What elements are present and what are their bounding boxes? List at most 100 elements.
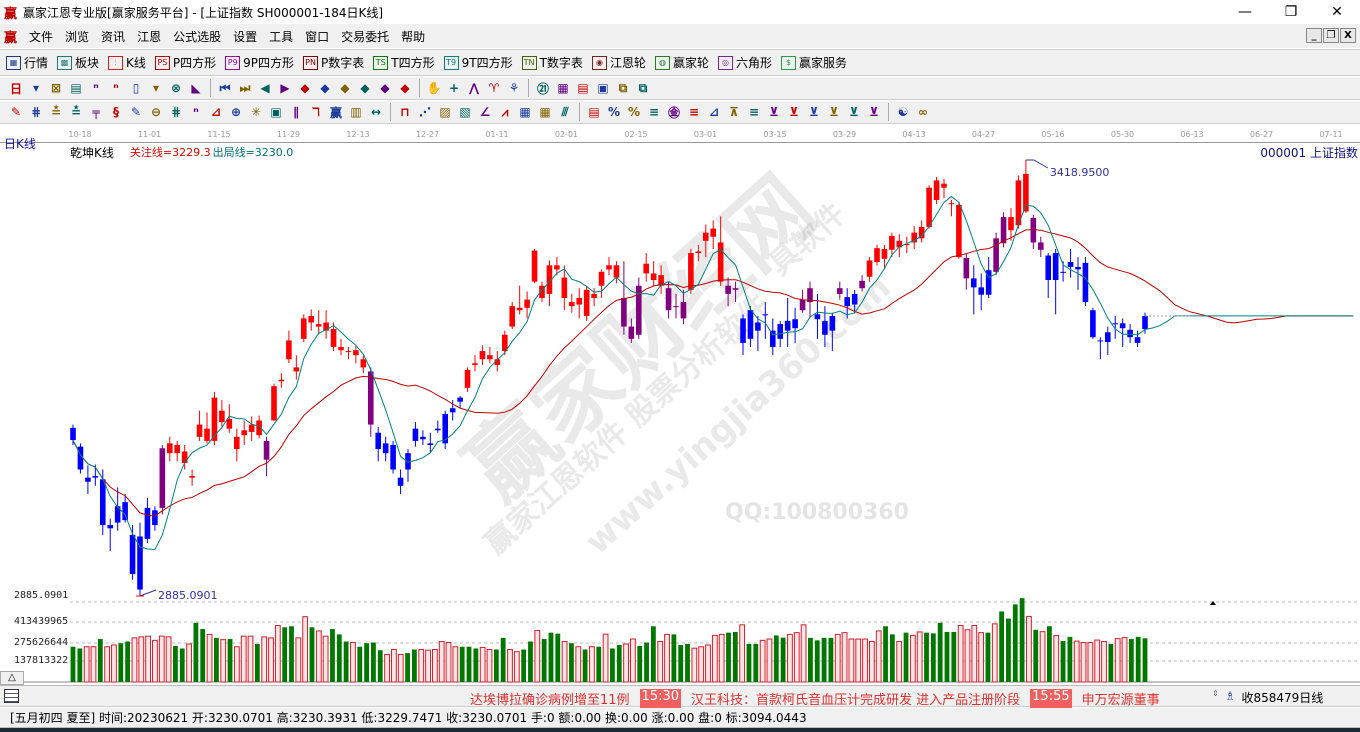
tool-icon[interactable]: ▦ (539, 105, 551, 119)
menu-item[interactable]: 浏览 (65, 29, 90, 44)
tool-icon[interactable]: ⧉ (618, 80, 628, 95)
tool-icon[interactable]: ⫻ (561, 104, 569, 119)
tool-icon[interactable]: ≡ (688, 105, 700, 119)
tool-icon[interactable]: ⊻ (789, 105, 799, 119)
tool-icon[interactable]: ✎ (130, 105, 142, 119)
tool-icon[interactable]: ⁿ (113, 81, 119, 95)
scroll-arrows-icon[interactable]: ⇕ (1212, 689, 1219, 698)
tool-icon[interactable]: ⋕ (30, 105, 42, 119)
tool-icon[interactable]: ∠ (479, 105, 491, 119)
news-item[interactable]: 汉王科技：首款柯氏音血压计完成研发 进入产品注册阶段 (691, 693, 1021, 708)
tool-icon[interactable]: ◆ (300, 81, 310, 95)
tool-icon[interactable]: ↔ (370, 105, 382, 119)
calendar-icon[interactable] (4, 689, 19, 703)
tool-icon[interactable]: ▨ (439, 105, 451, 119)
tool-icon[interactable]: ▣ (597, 81, 609, 95)
tool-icon[interactable]: ⊼ (729, 105, 739, 119)
tool-icon[interactable]: ▦ (557, 81, 569, 95)
toolbar-button[interactable]: TN T数字表 (521, 54, 583, 71)
menu-item[interactable]: 交易委托 (341, 29, 390, 44)
tool-icon[interactable]: ⊻ (769, 105, 779, 119)
toolbar-button[interactable]: ◎ 六角形 (717, 54, 772, 71)
tool-icon[interactable]: ◣ (191, 81, 201, 95)
tool-icon[interactable]: ♈ (488, 81, 500, 95)
tool-icon[interactable]: ⊕ (230, 105, 242, 119)
tool-icon[interactable]: ⋀ (468, 81, 480, 95)
tool-icon[interactable]: ⊻ (869, 105, 879, 119)
tool-icon[interactable]: 日 (9, 81, 22, 96)
toolbar-button[interactable]: P9 9P四方形 (225, 54, 294, 71)
menu-item[interactable]: 公式选股 (173, 29, 222, 44)
tool-icon[interactable]: ✋ (426, 81, 442, 95)
tool-icon[interactable]: ▥ (350, 105, 362, 119)
tool-icon[interactable]: ⊻ (849, 105, 859, 119)
tool-icon[interactable]: ◆ (400, 81, 410, 95)
tool-icon[interactable]: % (607, 105, 621, 119)
tool-icon[interactable]: % (627, 105, 641, 119)
tool-icon[interactable]: ⊻ (829, 105, 839, 119)
tool-icon[interactable]: ✳ (250, 105, 262, 119)
tool-icon[interactable]: ℸ (311, 105, 321, 119)
tool-icon[interactable]: ㉑ (536, 81, 549, 96)
tool-icon[interactable]: ⊗ (170, 81, 182, 95)
period-label[interactable]: 日K线 (4, 137, 36, 151)
news-item[interactable]: 申万宏源董事 (1081, 693, 1160, 708)
tool-icon[interactable]: ▣ (270, 105, 282, 119)
menu-item[interactable]: 窗口 (305, 29, 330, 44)
toolbar-button[interactable]: PN P数字表 (303, 54, 364, 71)
mdi-minimize-button[interactable]: _ (1306, 28, 1322, 43)
tool-icon[interactable]: ▾ (32, 81, 40, 95)
tool-icon[interactable]: ⧉ (638, 80, 648, 95)
news-item[interactable]: 达埃博拉确诊病例增至11例 (470, 693, 630, 708)
tool-icon[interactable]: ◀ (260, 81, 270, 95)
menu-item[interactable]: 资讯 (101, 29, 126, 44)
tool-icon[interactable]: § (113, 105, 119, 119)
toolbar-button[interactable]: TS T四方形 (373, 54, 435, 71)
tool-icon[interactable]: ⁿ (193, 105, 199, 119)
toolbar-button[interactable]: ▩ 板块 (57, 54, 99, 71)
toolbar-button[interactable]: ⫶ K线 (108, 54, 146, 71)
tool-icon[interactable]: ▦ (519, 105, 531, 119)
close-button[interactable]: ✕ (1331, 4, 1343, 20)
tool-icon[interactable]: ⊠ (50, 81, 62, 95)
menu-item[interactable]: 工具 (269, 29, 294, 44)
kline-chart[interactable]: 2885.0901 3418.9500 (0, 0, 1360, 685)
menu-item[interactable]: 文件 (29, 29, 54, 44)
news-scroll[interactable]: 达埃博拉确诊病例增至11例 15:30 汉王科技：首款柯氏音血压计完成研发 进入… (470, 689, 1205, 708)
tool-icon[interactable]: ⏭ (239, 80, 251, 95)
tool-icon[interactable]: ◆ (340, 81, 350, 95)
tool-icon[interactable]: ╤ (92, 105, 100, 119)
toolbar-button[interactable]: T9 9T四方形 (443, 54, 513, 71)
tool-icon[interactable]: ▤ (588, 105, 600, 119)
restore-button[interactable]: ❐ (1284, 4, 1298, 20)
toolbar-button[interactable]: $ 赢家服务 (780, 54, 847, 71)
tool-icon[interactable]: ⊿ (210, 105, 222, 119)
toolbar-button[interactable]: PS P四方形 (154, 54, 216, 71)
indicator-name[interactable]: 乾坤K线 (70, 146, 114, 160)
tool-icon[interactable]: ▯ (132, 81, 140, 95)
tool-icon[interactable]: ◆ (360, 81, 370, 95)
tool-icon[interactable]: ㊎ (667, 105, 680, 120)
minimize-button[interactable]: — (1238, 4, 1252, 20)
tool-icon[interactable]: ✎ (10, 105, 22, 119)
tool-icon[interactable]: ⁿ (93, 81, 99, 95)
tool-icon[interactable]: ≡ (748, 105, 760, 119)
tool-icon[interactable]: ▤ (577, 81, 589, 95)
tool-icon[interactable]: ⊖ (150, 105, 162, 119)
tool-icon[interactable]: ⏮ (219, 80, 231, 95)
tool-icon[interactable]: ≛ (70, 105, 82, 119)
tool-icon[interactable]: ☯ (897, 105, 909, 119)
tool-icon[interactable]: ▶ (280, 81, 290, 95)
toolbar-button[interactable]: ◉ 江恩轮 (591, 54, 646, 71)
tool-icon[interactable]: ▧ (459, 105, 471, 119)
tool-icon[interactable]: ∞ (918, 105, 928, 119)
tool-icon[interactable]: ⩘ (501, 104, 509, 119)
toolbar-button[interactable]: ◍ 赢家轮 (654, 54, 709, 71)
menu-item[interactable]: 设置 (233, 29, 258, 44)
mdi-restore-button[interactable]: ❐ (1323, 28, 1339, 43)
tool-icon[interactable]: ∥ (293, 105, 299, 119)
menu-item[interactable]: 江恩 (137, 29, 162, 44)
toolbar-button[interactable]: ▦ 行情 (6, 54, 48, 71)
mdi-close-button[interactable]: X (1340, 28, 1356, 43)
tool-icon[interactable]: ▾ (152, 81, 160, 95)
